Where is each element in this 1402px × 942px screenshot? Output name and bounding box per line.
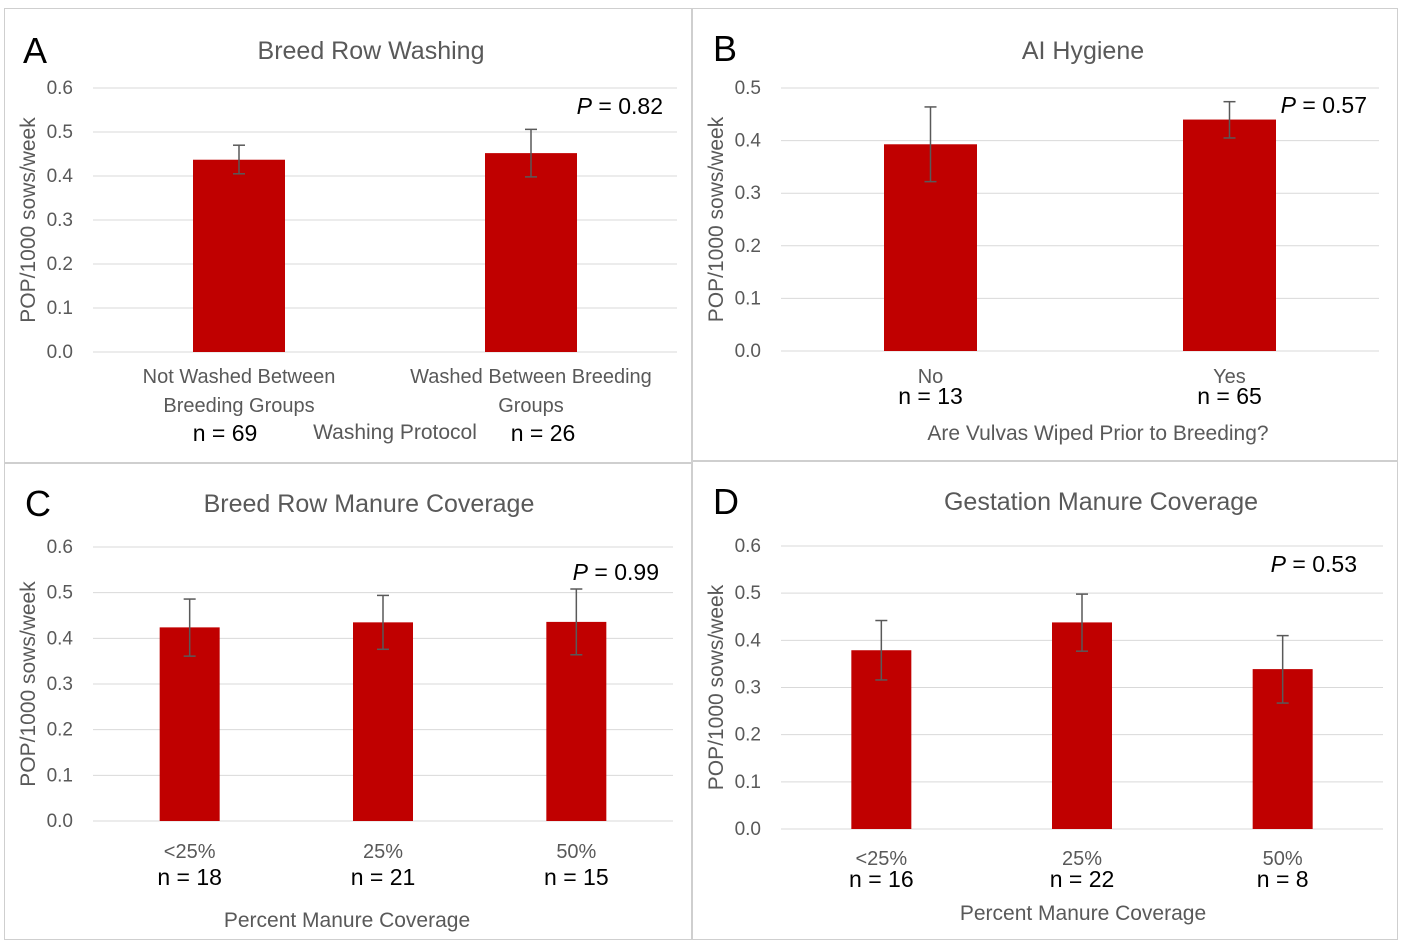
- y-tick-label: 0.4: [47, 628, 74, 649]
- y-tick-label: 0.4: [735, 630, 762, 651]
- sample-size-label: n = 65: [1197, 383, 1262, 409]
- p-value-annotation: P = 0.99: [573, 559, 659, 585]
- y-tick-label: 0.5: [735, 583, 761, 604]
- bar: [353, 622, 413, 821]
- x-tick-label: Yes: [1213, 366, 1246, 388]
- x-tick-label: 25%: [363, 841, 403, 863]
- chart-c-svg: C Breed Row Manure Coverage 0.0 0.1 0.2 0.3 0.…: [17, 483, 673, 932]
- x-tick-label: Groups: [498, 395, 564, 417]
- y-tick-label: 0.1: [735, 772, 761, 793]
- sample-size-label: n = 21: [351, 864, 416, 890]
- y-tick-label: 0.1: [47, 765, 73, 786]
- x-axis-label: Are Vulvas Wiped Prior to Breeding?: [927, 422, 1268, 445]
- y-tick-label: 0.3: [735, 678, 761, 699]
- x-tick-label: Not Washed Between: [143, 366, 336, 388]
- y-tick-label: 0.0: [47, 811, 73, 832]
- x-tick-label: 25%: [1062, 848, 1102, 870]
- x-axis-label: Percent Manure Coverage: [960, 902, 1206, 925]
- y-tick-label: 0.2: [735, 725, 761, 746]
- chart-title: Gestation Manure Coverage: [944, 488, 1258, 516]
- y-axis-label: POP/1000 sows/week: [17, 117, 40, 323]
- sample-size-label: n = 13: [898, 383, 963, 409]
- x-tick-label: <25%: [164, 841, 216, 863]
- sample-size-label: n = 69: [193, 420, 258, 446]
- y-tick-label: 0.2: [47, 720, 73, 741]
- sample-size-label: n = 22: [1050, 866, 1115, 892]
- panel-letter: D: [713, 481, 739, 522]
- sample-size-label: n = 26: [511, 420, 576, 446]
- y-tick-label: 0.0: [735, 341, 761, 362]
- sample-size-label: n = 16: [849, 866, 914, 892]
- y-tick-label: 0.0: [735, 819, 761, 840]
- y-tick-label: 0.6: [47, 537, 73, 558]
- chart-a-svg: A Breed Row Washing 0.0 0.1 0.2 0.3 0.4 0.5 0.6 P…: [17, 30, 677, 446]
- bar: [193, 159, 285, 352]
- y-axis-label: POP/1000 sows/week: [705, 116, 728, 322]
- x-axis-label: Washing Protocol: [313, 421, 477, 444]
- y-tick-label: 0.6: [47, 78, 73, 99]
- x-tick-label: 50%: [1263, 848, 1303, 870]
- chart-d-svg: D Gestation Manure Coverage 0.0 0.1 0.2 0.3 0.…: [705, 481, 1383, 925]
- y-tick-label: 0.3: [47, 210, 73, 231]
- sample-size-label: n = 8: [1257, 866, 1309, 892]
- panel-letter: A: [23, 30, 47, 71]
- y-tick-label: 0.3: [735, 183, 761, 204]
- x-axis-label: Percent Manure Coverage: [224, 909, 470, 932]
- panel-letter: B: [713, 28, 737, 69]
- bar: [159, 627, 220, 821]
- y-tick-label: 0.4: [47, 166, 74, 187]
- sample-size-label: n = 18: [157, 864, 222, 890]
- bar: [1052, 622, 1112, 829]
- bar: [1183, 119, 1276, 351]
- y-tick-label: 0.5: [735, 78, 761, 99]
- chart-title: AI Hygiene: [1022, 37, 1144, 65]
- chart-title: Breed Row Manure Coverage: [204, 490, 535, 518]
- sample-size-label: n = 15: [544, 864, 609, 890]
- y-tick-label: 0.1: [735, 288, 761, 309]
- chart-panel-a: A Breed Row Washing 0.0 0.1 0.2 0.3 0.4 0.5 0.6 P…: [4, 8, 692, 463]
- chart-title: Breed Row Washing: [258, 37, 485, 65]
- p-value-annotation: P = 0.57: [1281, 92, 1367, 118]
- x-tick-label: No: [918, 366, 944, 388]
- x-tick-label: Breeding Groups: [163, 395, 314, 417]
- y-tick-label: 0.3: [47, 674, 73, 695]
- panel-letter: C: [25, 483, 51, 524]
- y-tick-label: 0.2: [47, 254, 73, 275]
- y-tick-label: 0.5: [47, 583, 73, 604]
- x-tick-label: 50%: [556, 841, 596, 863]
- chart-b-svg: B AI Hygiene 0.0 0.1 0.2 0.3 0.4 0.5 POP/1000 so…: [705, 28, 1379, 445]
- y-tick-label: 0.4: [735, 131, 762, 152]
- chart-panel-d: D Gestation Manure Coverage 0.0 0.1 0.2 0.3 0.…: [692, 461, 1398, 940]
- y-axis-label: POP/1000 sows/week: [17, 581, 40, 787]
- x-tick-label: <25%: [855, 848, 907, 870]
- p-value-annotation: P = 0.53: [1271, 551, 1357, 577]
- x-tick-label: Washed Between Breeding: [410, 366, 652, 388]
- y-tick-label: 0.0: [47, 342, 73, 363]
- y-tick-label: 0.6: [735, 536, 761, 557]
- bar: [485, 153, 577, 352]
- chart-panel-c: C Breed Row Manure Coverage 0.0 0.1 0.2 0.3 0.…: [4, 463, 692, 940]
- p-value-annotation: P = 0.82: [577, 93, 663, 119]
- y-tick-label: 0.1: [47, 298, 73, 319]
- y-tick-label: 0.5: [47, 122, 73, 143]
- chart-panel-b: B AI Hygiene 0.0 0.1 0.2 0.3 0.4 0.5 POP/1000 so…: [692, 8, 1398, 461]
- y-tick-label: 0.2: [735, 236, 761, 257]
- y-axis-label: POP/1000 sows/week: [705, 584, 728, 790]
